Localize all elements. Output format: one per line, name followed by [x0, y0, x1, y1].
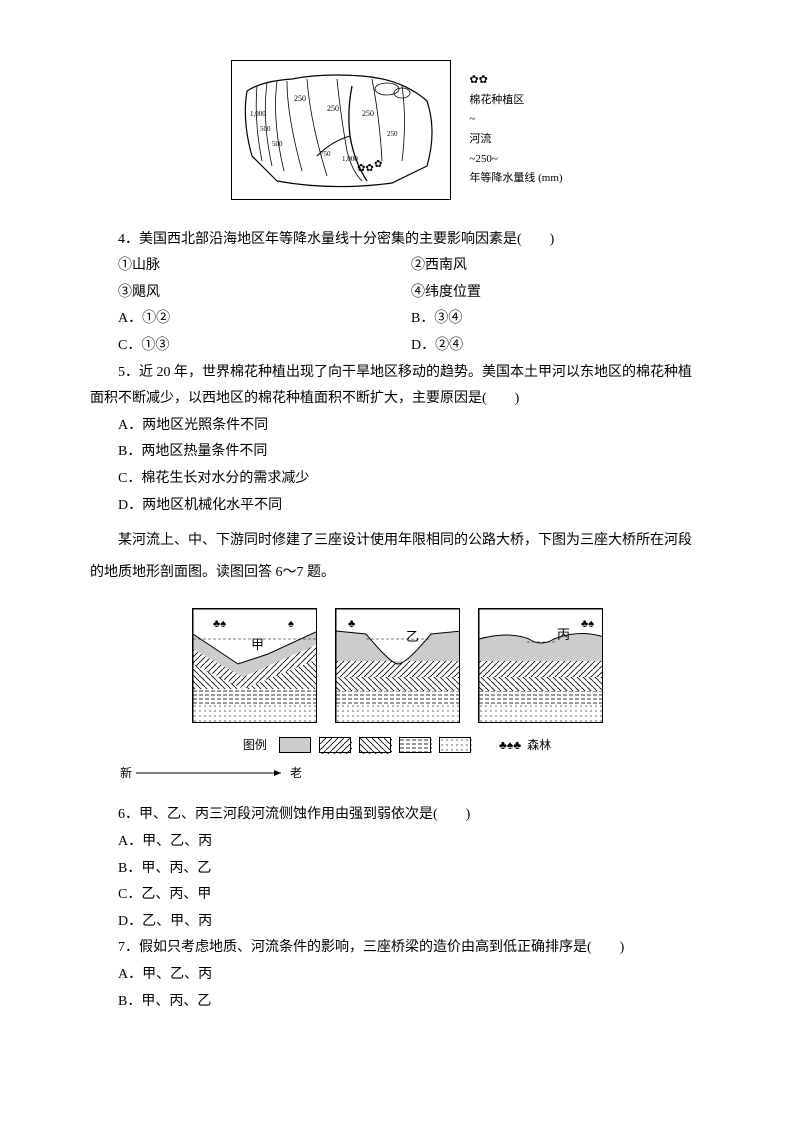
q5-optA: A．两地区光照条件不同: [118, 413, 704, 440]
axis-right: 老: [290, 762, 302, 785]
svg-text:500: 500: [272, 140, 283, 148]
legend-title: 图例: [243, 734, 267, 757]
svg-text:1,000: 1,000: [250, 110, 266, 118]
svg-text:250: 250: [327, 104, 339, 113]
q4-item4: ④纬度位置: [411, 280, 704, 307]
axis-left: 新: [120, 762, 132, 785]
cross-section-legend: 图例 ♣♠♣ 森林: [243, 734, 551, 757]
q5-optB: B．两地区热量条件不同: [118, 439, 704, 466]
q6-optA: A．甲、乙、丙: [118, 829, 704, 856]
legend-axis: 新 老: [120, 762, 704, 785]
q4-item2: ②西南风: [411, 253, 704, 280]
legend-forest: 森林: [527, 734, 551, 757]
q6-optB: B．甲、丙、乙: [118, 856, 704, 883]
panel-jia: ♣♠ ♠ 甲: [192, 608, 317, 723]
q4-item1: ①山脉: [118, 253, 411, 280]
svg-text:250: 250: [387, 130, 398, 138]
svg-text:250: 250: [294, 94, 306, 103]
legend-isoline-symbol: ~250~: [469, 151, 497, 169]
q7-optB: B．甲、丙、乙: [118, 989, 704, 1016]
svg-text:乙: 乙: [406, 629, 419, 644]
q4-optB: B．③④: [411, 306, 704, 333]
panel-bing: ♣♠ 丙: [478, 608, 603, 723]
q4-item3: ③飓风: [118, 280, 411, 307]
legend-isoline: 年等降水量线 (mm): [469, 170, 562, 188]
intro-67: 某河流上、中、下游同时修建了三座设计使用年限相同的公路大桥，下图为三座大桥所在河…: [90, 525, 704, 589]
q4-optC: C．①③: [118, 333, 411, 360]
q4-optA: A．①②: [118, 306, 411, 333]
svg-text:1,000: 1,000: [342, 155, 358, 163]
svg-text:250: 250: [362, 109, 374, 118]
q5-text: 5．近 20 年，世界棉花种植出现了向干旱地区移动的趋势。美国本土甲河以东地区的…: [90, 360, 704, 413]
svg-text:✿✿: ✿✿: [357, 163, 374, 174]
map-legend: ✿✿ 棉花种植区 ~ 河流 ~250~ 年等降水量线 (mm): [469, 70, 562, 190]
svg-text:750: 750: [320, 150, 331, 158]
svg-text:✿: ✿: [374, 159, 382, 170]
q6-optC: C．乙、丙、甲: [118, 882, 704, 909]
svg-text:500: 500: [260, 125, 271, 133]
svg-text:丙: 丙: [557, 627, 570, 642]
q5-optD: D．两地区机械化水平不同: [118, 493, 704, 520]
panel-yi: ♣ 乙: [335, 608, 460, 723]
figure-us-map: 250 250 250 1,000 500 500 750 1,000 250 …: [90, 60, 704, 212]
q6-optD: D．乙、甲、丙: [118, 909, 704, 936]
svg-text:♣♠: ♣♠: [581, 618, 594, 630]
q7-text: 7．假如只考虑地质、河流条件的影响，三座桥梁的造价由高到低正确排序是( ): [90, 935, 704, 962]
q4-text: 4．美国西北部沿海地区年等降水量线十分密集的主要影响因素是( ): [90, 227, 704, 254]
figure-cross-section: ♣♠ ♠ 甲 ♣ 乙: [90, 608, 704, 785]
legend-cotton: 棉花种植区: [469, 92, 524, 110]
q5-optC: C．棉花生长对水分的需求减少: [118, 466, 704, 493]
legend-river-symbol: ~: [469, 111, 475, 129]
q6-text: 6．甲、乙、丙三河段河流侧蚀作用由强到弱依次是( ): [90, 802, 704, 829]
svg-text:♣: ♣: [348, 618, 355, 630]
legend-river: 河流: [469, 131, 491, 149]
svg-text:甲: 甲: [251, 637, 264, 652]
tree-icon: ♣♠♣: [499, 734, 521, 757]
q4-optD: D．②④: [411, 333, 704, 360]
map-image: 250 250 250 1,000 500 500 750 1,000 250 …: [231, 60, 451, 200]
svg-text:♣♠: ♣♠: [213, 618, 226, 630]
q7-optA: A．甲、乙、丙: [118, 962, 704, 989]
svg-text:♠: ♠: [288, 618, 294, 630]
